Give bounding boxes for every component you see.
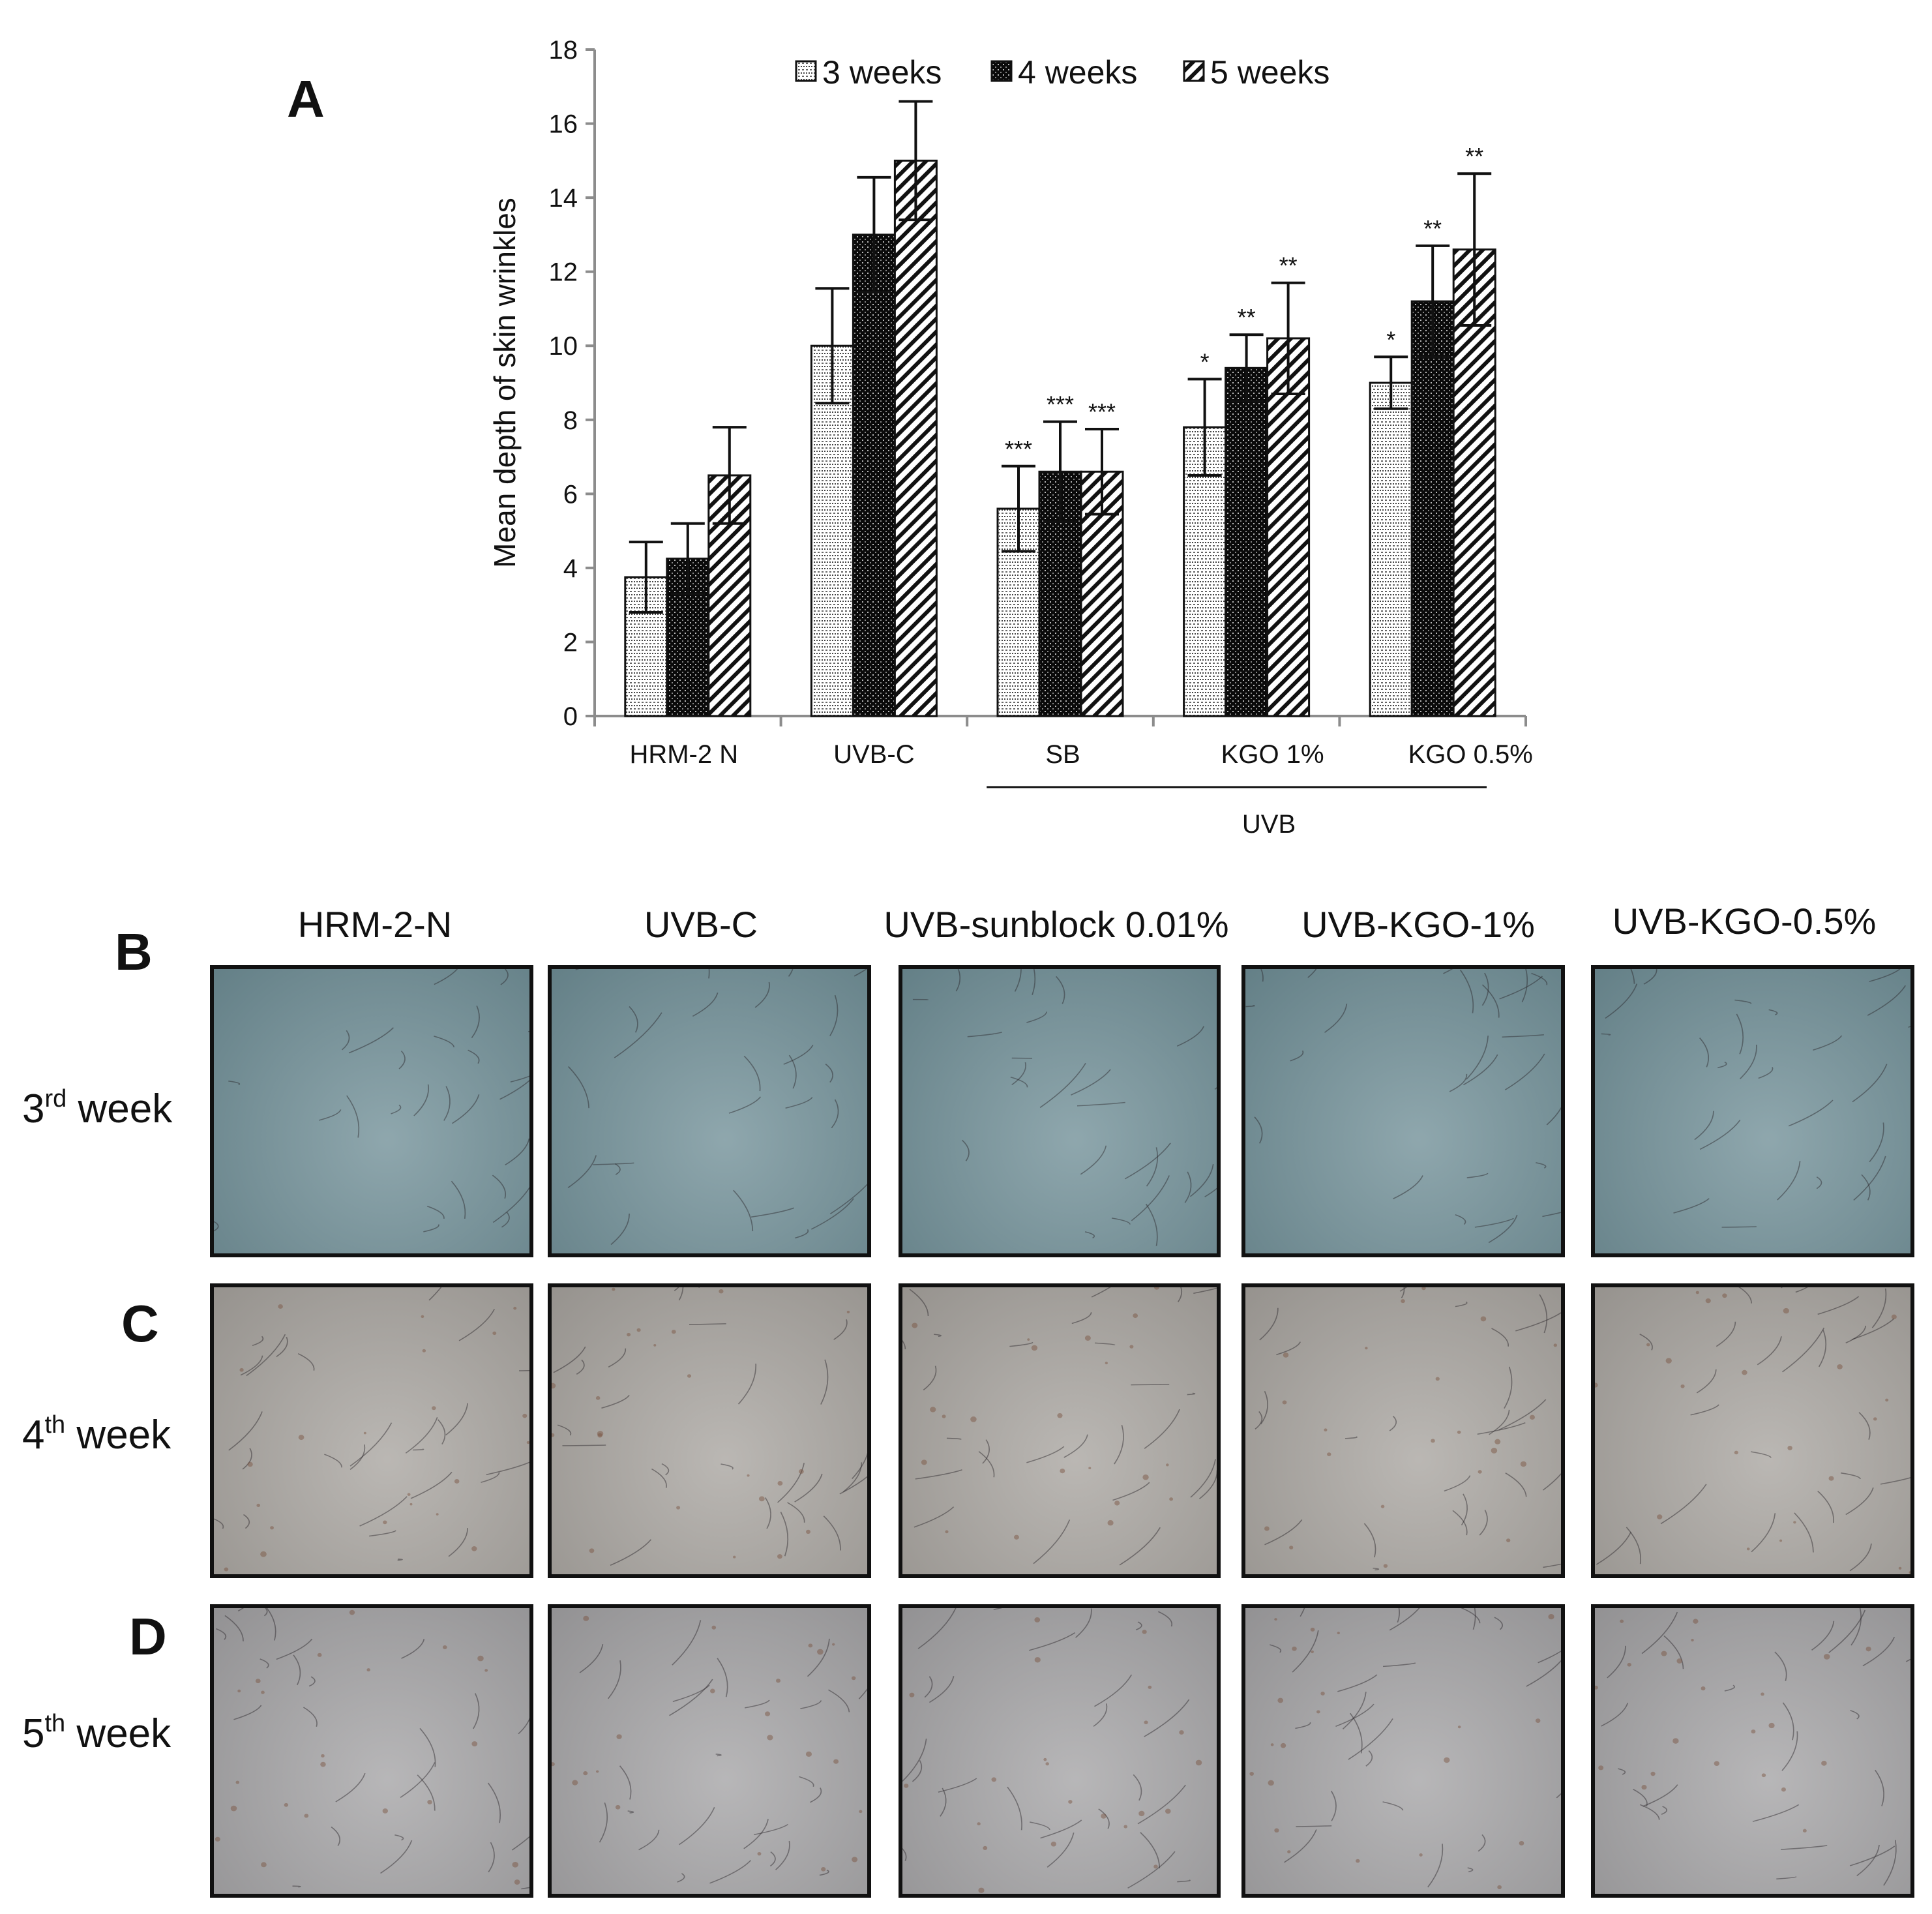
skin-photo-week3-kgo-1 bbox=[1241, 965, 1565, 1257]
significance-marker: * bbox=[1386, 326, 1395, 353]
column-header-sunblock: UVB-sunblock 0.01% bbox=[884, 904, 1229, 945]
y-tick-label: 18 bbox=[549, 36, 578, 65]
category-label-hrm2n: HRM-2 N bbox=[629, 740, 738, 769]
category-label-kgo-05: KGO 0.5% bbox=[1408, 740, 1533, 769]
y-tick-label: 12 bbox=[549, 258, 578, 287]
bar bbox=[1266, 337, 1311, 717]
y-tick-label: 6 bbox=[563, 480, 578, 509]
significance-marker: *** bbox=[1005, 436, 1032, 462]
panel-label-a: A bbox=[287, 70, 325, 128]
row-label-week-3-num: 3 bbox=[22, 1086, 45, 1131]
bar-chart: 0 2 4 6 8 10 12 14 16 18 Mean depth of skin wrinkl… bbox=[488, 36, 1533, 839]
legend-label: 3 weeks bbox=[822, 54, 942, 91]
category-label-sb: SB bbox=[1045, 740, 1080, 769]
bar bbox=[1369, 381, 1413, 717]
bar bbox=[852, 233, 896, 717]
uvb-group-label: UVB bbox=[1242, 810, 1296, 839]
y-tick-label: 16 bbox=[549, 110, 578, 139]
skin-photo-week3-sunblock bbox=[899, 965, 1221, 1257]
bar bbox=[893, 159, 938, 717]
y-tick-label: 0 bbox=[563, 702, 578, 731]
bar bbox=[1225, 366, 1269, 717]
row-label-week-4-sup: th bbox=[44, 1411, 66, 1439]
skin-photo-week5-hrm2n bbox=[210, 1604, 533, 1898]
legend-label: 4 weeks bbox=[1018, 54, 1137, 91]
y-tick-label: 14 bbox=[549, 184, 578, 213]
row-label-week-4-num: 4 bbox=[22, 1413, 45, 1458]
column-header-kgo-1: UVB-KGO-1% bbox=[1301, 904, 1535, 945]
significance-marker: *** bbox=[1088, 398, 1116, 425]
significance-marker: ** bbox=[1465, 143, 1483, 170]
y-tick-label: 10 bbox=[549, 332, 578, 361]
y-tick-label: 2 bbox=[563, 628, 578, 657]
skin-photo-week5-kgo-1 bbox=[1241, 1604, 1565, 1898]
skin-photo-week4-hrm2n bbox=[210, 1283, 533, 1578]
category-label-uvbc: UVB-C bbox=[833, 740, 914, 769]
legend-swatch bbox=[795, 60, 817, 82]
row-label-week-5: 5th week bbox=[22, 1711, 171, 1756]
legend-swatch bbox=[1183, 60, 1205, 82]
significance-marker: ** bbox=[1279, 252, 1298, 279]
significance-marker: *** bbox=[1047, 391, 1074, 418]
row-label-week-4-suffix: week bbox=[65, 1413, 171, 1458]
column-header-uvbc: UVB-C bbox=[644, 904, 758, 945]
skin-photo-week3-hrm2n bbox=[210, 965, 533, 1257]
significance-marker: * bbox=[1200, 348, 1210, 375]
category-label-kgo-1: KGO 1% bbox=[1221, 740, 1324, 769]
skin-photo-week5-uvbc bbox=[548, 1604, 871, 1898]
legend-swatch bbox=[990, 60, 1013, 82]
significance-marker: ** bbox=[1423, 215, 1442, 242]
y-axis-label: Mean depth of skin wrinkles bbox=[488, 198, 522, 568]
bar bbox=[1410, 300, 1455, 717]
panel-label-b: B bbox=[115, 923, 153, 981]
row-label-week-3-sup: rd bbox=[44, 1085, 67, 1113]
skin-photo-week3-kgo-05 bbox=[1591, 965, 1914, 1257]
y-tick-label: 4 bbox=[563, 554, 578, 583]
y-tick-label: 8 bbox=[563, 406, 578, 435]
row-label-week-5-num: 5 bbox=[22, 1711, 45, 1756]
row-label-week-3: 3rd week bbox=[22, 1086, 173, 1131]
skin-photo-week5-kgo-05 bbox=[1591, 1604, 1914, 1898]
bar bbox=[1452, 248, 1496, 717]
skin-photo-week4-kgo-05 bbox=[1591, 1283, 1914, 1578]
legend-label: 5 weeks bbox=[1210, 54, 1330, 91]
panel-label-d: D bbox=[129, 1607, 167, 1666]
skin-photo-week4-uvbc bbox=[548, 1283, 871, 1578]
significance-marker: ** bbox=[1238, 304, 1256, 331]
skin-photo-week5-sunblock bbox=[899, 1604, 1221, 1898]
column-header-hrm2n: HRM-2-N bbox=[297, 904, 453, 945]
row-label-week-4: 4th week bbox=[22, 1413, 171, 1458]
skin-photo-week4-kgo-1 bbox=[1241, 1283, 1565, 1578]
row-label-week-3-suffix: week bbox=[67, 1086, 173, 1131]
skin-photo-week3-uvbc bbox=[548, 965, 871, 1257]
panel-label-c: C bbox=[121, 1294, 159, 1353]
skin-photo-week4-sunblock bbox=[899, 1283, 1221, 1578]
row-label-week-5-sup: th bbox=[44, 1710, 66, 1737]
row-label-week-5-suffix: week bbox=[65, 1711, 171, 1756]
column-header-kgo-05: UVB-KGO-0.5% bbox=[1612, 901, 1877, 942]
